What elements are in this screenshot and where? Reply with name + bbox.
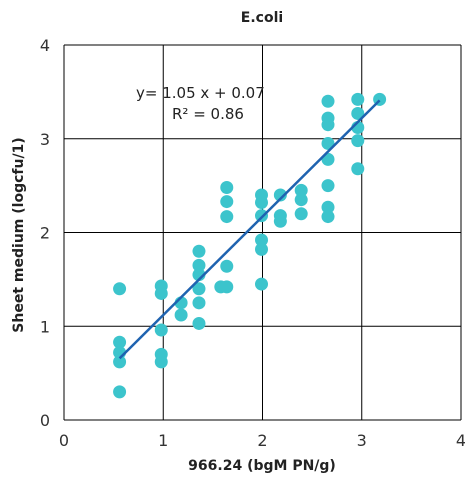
data-point [351,92,365,106]
chart-title: E.coli [241,10,283,26]
data-point [192,296,206,310]
data-point [255,209,269,223]
data-point [294,207,308,221]
r-squared-label: R² = 0.86 [172,105,244,123]
data-point [321,200,335,214]
data-point [113,385,127,399]
data-point [220,280,234,294]
trend-line [118,99,381,360]
data-point [351,106,365,120]
data-point [220,195,234,209]
data-point [113,335,127,349]
y-tick-label: 0 [40,411,50,430]
data-point [154,286,168,300]
tick-labels: 0 1 2 3 4 0 1 2 3 4 [40,36,465,450]
y-tick-label: 4 [40,36,50,55]
x-tick-label: 1 [158,431,168,450]
data-point [294,193,308,207]
trendline-layer [118,99,381,360]
data-point [321,210,335,224]
data-point [113,282,127,296]
data-point [255,196,269,209]
data-point [154,355,168,369]
x-tick-label: 3 [357,431,367,450]
data-point [273,214,287,228]
data-point [255,233,269,247]
data-point [174,308,188,322]
data-point [351,162,365,176]
x-tick-label: 2 [257,431,267,450]
x-tick-label: 0 [59,431,69,450]
data-point [255,242,269,256]
x-tick-label: 4 [456,431,465,450]
data-point [192,282,206,296]
data-point [220,210,234,224]
x-axis-title: 966.24 (bgM PN/g) [188,458,336,474]
data-point [220,259,234,273]
y-tick-label: 3 [40,130,50,149]
data-point [192,258,206,272]
y-tick-label: 1 [40,317,50,336]
data-point [294,183,308,197]
data-point [192,316,206,330]
data-point [321,118,335,132]
data-point [321,179,335,193]
data-point [273,188,287,202]
data-point [351,134,365,148]
data-point [192,244,206,258]
grid [63,44,462,421]
data-points [113,92,387,399]
data-point [154,323,168,337]
y-axis-title: Sheet medium (logcfu/1) [11,137,27,332]
data-point [255,277,269,291]
y-tick-label: 2 [40,224,50,243]
data-point [321,94,335,108]
data-point [220,181,234,194]
data-point [113,355,127,369]
trend-equation: y= 1.05 x + 0.07 [136,84,265,102]
